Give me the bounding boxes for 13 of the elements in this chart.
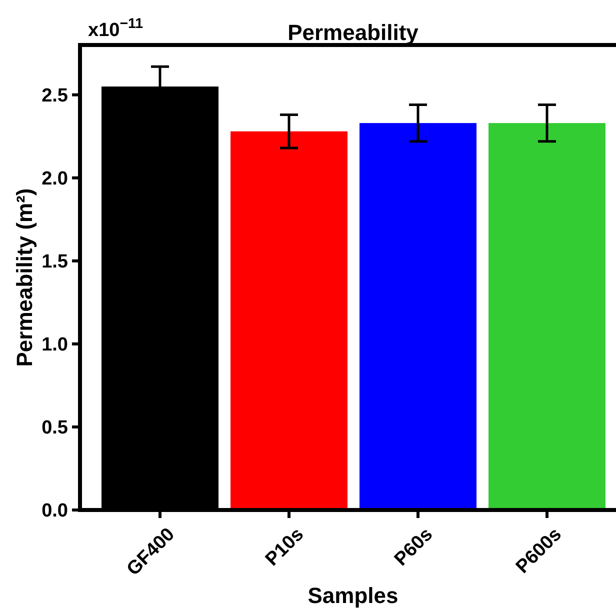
y-tick-label: 1.0 [42,334,68,356]
chart-title: Permeability [288,20,420,45]
y-tick-label: 2.0 [42,168,68,190]
bar [360,123,476,510]
bar [230,131,348,510]
y-tick-label: 1.5 [42,252,68,273]
y-tick-label: 0.5 [42,418,68,439]
x-axis-title: Samples [308,583,398,608]
bar [488,123,606,510]
text: x10$^{−11}$ [88,16,144,41]
y-axis-title: Permeability (m²) [12,188,37,367]
y-tick-label: 2.5 [42,85,68,106]
y-tick-label: 0.0 [42,500,68,522]
